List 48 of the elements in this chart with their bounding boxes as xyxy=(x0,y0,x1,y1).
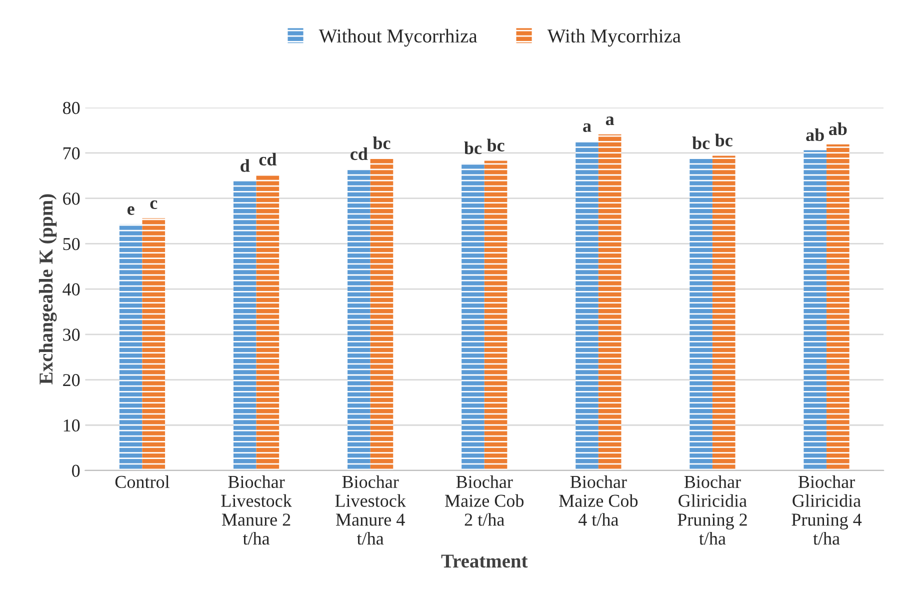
bar xyxy=(370,158,394,470)
bar xyxy=(142,218,166,470)
x-tick-label: Biochar Maize Cob 4 t/ha xyxy=(559,475,638,526)
legend-label: Without Mycorrhiza xyxy=(318,28,478,47)
bar xyxy=(598,134,622,470)
bar xyxy=(119,224,142,470)
y-tick-label: 50 xyxy=(63,238,80,250)
bar xyxy=(804,150,827,470)
data-label: a xyxy=(606,116,614,126)
bar xyxy=(576,141,598,470)
x-tick-label: Control xyxy=(115,475,170,488)
bar xyxy=(256,174,280,470)
y-tick-label: 30 xyxy=(63,328,80,341)
y-tick-label: 40 xyxy=(62,283,80,296)
y-tick-label: 20 xyxy=(63,374,80,386)
data-label: bc xyxy=(372,136,390,150)
y-tick-label: 0 xyxy=(72,464,80,477)
bar xyxy=(826,144,850,470)
bar xyxy=(233,181,256,470)
data-label: c xyxy=(150,200,158,210)
data-label: a xyxy=(583,123,592,132)
data-label: ab xyxy=(828,122,847,136)
data-label: ab xyxy=(806,128,824,142)
x-tick-label: Biochar Gliricidia Pruning 2 t/ha xyxy=(678,475,747,545)
x-tick-label: Biochar Gliricidia Pruning 4 t/ha xyxy=(792,475,862,545)
data-label: cd xyxy=(350,147,368,160)
x-tick-label: Biochar Livestock Manure 4 t/ha xyxy=(335,475,406,545)
x-axis-title: Treatment xyxy=(441,554,528,568)
y-tick-label: 10 xyxy=(64,419,80,432)
bar xyxy=(348,169,370,470)
x-tick-label: Biochar Livestock Manure 2 t/ha xyxy=(221,475,292,545)
data-label: d xyxy=(240,159,250,172)
legend-label: With Mycorrhiza xyxy=(547,28,681,47)
x-tick-label: Biochar Maize Cob 2 t/ha xyxy=(445,475,524,526)
data-label: e xyxy=(127,206,134,215)
y-tick-label: 70 xyxy=(63,147,80,160)
data-label: bc xyxy=(486,138,504,152)
bar xyxy=(712,156,736,470)
y-tick-label: 80 xyxy=(62,102,80,114)
data-label: cd xyxy=(259,152,277,166)
data-label: bc xyxy=(464,141,482,154)
y-axis-title: Exchangeable K (ppm) xyxy=(38,194,57,384)
bar xyxy=(462,163,484,470)
bar xyxy=(484,160,508,470)
y-tick-label: 60 xyxy=(63,192,80,205)
data-label: bc xyxy=(715,134,732,146)
data-label: bc xyxy=(692,136,710,150)
bar xyxy=(690,158,712,470)
